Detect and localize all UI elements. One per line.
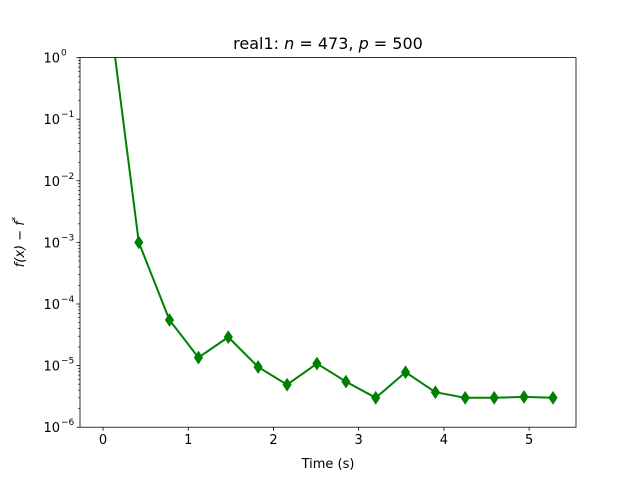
x-axis-label: Time (s) [301, 457, 355, 472]
y-tick-label-2: 10 [43, 298, 60, 313]
title-eq-1: = [294, 34, 318, 53]
data-point-9 [371, 390, 381, 405]
data-point-7 [312, 356, 322, 371]
data-point-2 [164, 313, 175, 327]
data-point-3 [193, 350, 204, 365]
y-tick-exp-6: 0 [61, 49, 67, 59]
x-tick-label-0: 0 [99, 433, 107, 448]
x-axis: 0 1 2 3 4 5 [99, 427, 533, 448]
y-tick-label-3: 10 [43, 236, 60, 251]
y-tick-label-6: 10 [43, 52, 60, 67]
y-tick-exp-0: −6 [61, 418, 75, 428]
x-tick-label-5: 5 [525, 433, 533, 448]
y-tick-label-4: 10 [43, 175, 60, 190]
y-axis-label: f(x) − f* [11, 216, 28, 267]
data-point-13 [489, 390, 499, 405]
y-tick-exp-2: −4 [61, 295, 75, 305]
data-point-11 [430, 385, 440, 400]
y-tick-exp-4: −2 [61, 172, 74, 182]
data-point-15 [548, 390, 558, 405]
title-p-value: 500 [392, 34, 423, 53]
y-tick-exp-3: −3 [61, 233, 74, 243]
series-line-0 [114, 57, 554, 399]
data-point-1 [134, 235, 144, 250]
data-point-10 [400, 365, 411, 380]
x-tick-label-2: 2 [269, 433, 277, 448]
data-point-14 [519, 390, 529, 404]
title-comma: , [348, 34, 358, 53]
x-tick-label-4: 4 [440, 433, 448, 448]
data-point-8 [341, 374, 351, 389]
title-eq-2: = [369, 34, 393, 53]
data-point-4 [223, 330, 233, 345]
y-tick-exp-1: −5 [61, 357, 74, 367]
y-tick-label-0: 10 [43, 421, 60, 436]
y-axis-label-sup: * [11, 216, 21, 221]
chart-title: real1: n = 473, p = 500 [233, 34, 423, 53]
title-p-symbol: p [358, 34, 369, 53]
data-point-6 [282, 377, 292, 392]
x-tick-label-3: 3 [355, 433, 363, 448]
x-tick-label-1: 1 [184, 433, 192, 448]
series-layer [114, 57, 558, 405]
data-point-12 [460, 390, 470, 405]
plot-frame [79, 57, 577, 428]
y-tick-label-1: 10 [43, 360, 60, 375]
title-n-value: 473 [318, 34, 349, 53]
y-axis-label-main: f(x) − f [13, 219, 28, 268]
title-prefix: real1: [233, 34, 284, 53]
y-tick-exp-5: −1 [61, 110, 74, 120]
title-n-symbol: n [284, 34, 294, 53]
data-point-5 [253, 360, 263, 374]
y-tick-label-5: 10 [43, 113, 60, 128]
